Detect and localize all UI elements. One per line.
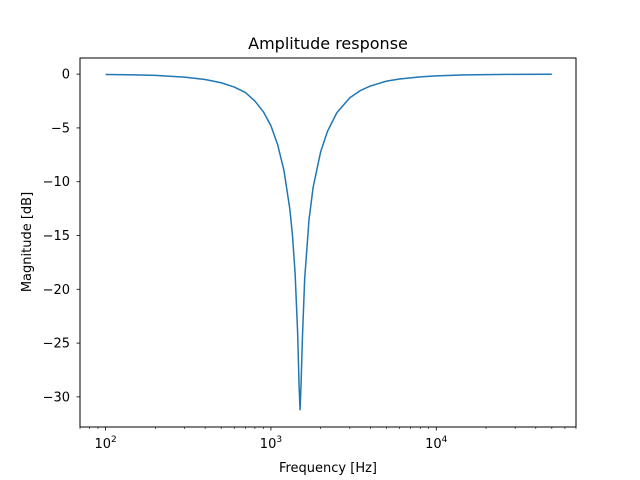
plot-area <box>80 58 576 427</box>
x-axis-label: Frequency [Hz] <box>279 461 377 476</box>
y-axis-label: Magnitude [dB] <box>20 192 35 292</box>
x-tick-label: 103 <box>260 435 282 452</box>
ticks-layer: 102 103 104 0 −5 −10 −15 −20 −25 −30 <box>43 68 577 452</box>
y-tick-label: −5 <box>51 121 70 136</box>
chart-title: Amplitude response <box>248 34 408 53</box>
x-tick-label: 104 <box>425 435 448 452</box>
y-tick-label: −25 <box>43 337 70 352</box>
y-tick-label: −15 <box>43 229 70 244</box>
y-tick-label: −30 <box>43 390 70 405</box>
y-tick-label: −10 <box>43 175 70 190</box>
y-tick-label: 0 <box>62 68 70 83</box>
x-tick-label: 102 <box>94 435 116 452</box>
plot-frame <box>79 57 577 428</box>
series-line-amplitude <box>105 73 552 411</box>
y-tick-label: −20 <box>43 283 70 298</box>
